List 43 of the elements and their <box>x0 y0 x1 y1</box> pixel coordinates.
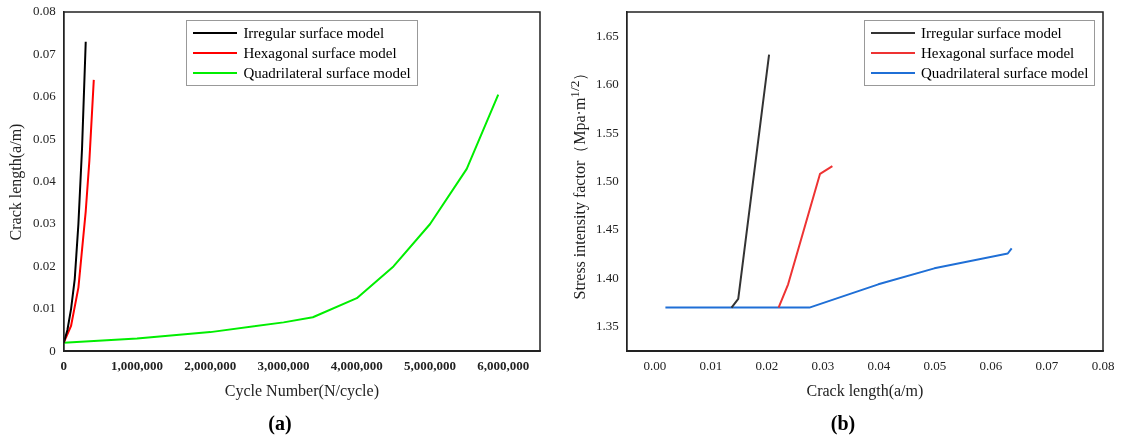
y-tick-label: 0.03 <box>33 215 56 231</box>
y-tick-label: 0.08 <box>33 3 56 19</box>
x-tick-label: 0.01 <box>699 358 723 374</box>
x-tick-label: 0.00 <box>643 358 667 374</box>
y-tick-label: 1.40 <box>596 269 619 285</box>
text: (b) <box>829 412 857 435</box>
y-tick-label: 0 <box>49 342 56 358</box>
y-tick-label: 0.02 <box>33 257 56 273</box>
legend-label: Hexagonal surface model <box>921 44 1075 62</box>
x-tick-label: 0.02 <box>755 358 779 374</box>
y-tick-label: 1.35 <box>596 318 619 334</box>
legend-label: Irregular surface model <box>243 24 385 42</box>
x-tick-label: 4,000,000 <box>330 358 383 374</box>
y-tick-label: 1.55 <box>596 124 619 140</box>
y-tick-label: 0.04 <box>33 173 57 189</box>
y-tick-label: 1.45 <box>596 221 619 237</box>
y-tick-label: 1.50 <box>596 173 619 189</box>
x-tick-label: 0.08 <box>1091 358 1115 374</box>
y-axis-title: Crack length(a/m) <box>6 123 25 241</box>
y-tick-label: 0.07 <box>33 45 57 61</box>
x-tick-label: 1,000,000 <box>111 358 164 374</box>
y-tick-label: 0.06 <box>33 88 57 104</box>
legend-label: Quadrilateral surface model <box>243 64 411 82</box>
x-tick-label: 0.03 <box>811 358 835 374</box>
y-tick-label: 0.05 <box>33 130 56 146</box>
x-axis-title: Cycle Number(N/cycle) <box>224 381 379 400</box>
x-tick-label: 0 <box>60 358 67 374</box>
y-tick-label: 1.65 <box>596 27 619 43</box>
x-tick-label: 3,000,000 <box>257 358 310 374</box>
x-tick-label: 2,000,000 <box>184 358 237 374</box>
legend-label: Irregular surface model <box>921 24 1062 42</box>
x-tick-label: 0.06 <box>979 358 1003 374</box>
y-tick-label: 1.60 <box>596 76 619 92</box>
text: (a) <box>267 412 293 435</box>
legend-label: Hexagonal surface model <box>243 44 397 62</box>
x-tick-label: 6,000,000 <box>477 358 530 374</box>
x-axis-title: Crack length(a/m) <box>806 381 924 400</box>
x-tick-label: 5,000,000 <box>404 358 457 374</box>
x-tick-label: 0.04 <box>867 358 891 374</box>
x-tick-label: 0.05 <box>923 358 947 374</box>
legend-label: Quadrilateral surface model <box>921 64 1089 82</box>
x-tick-label: 0.07 <box>1035 358 1059 374</box>
y-tick-label: 0.01 <box>33 300 56 316</box>
